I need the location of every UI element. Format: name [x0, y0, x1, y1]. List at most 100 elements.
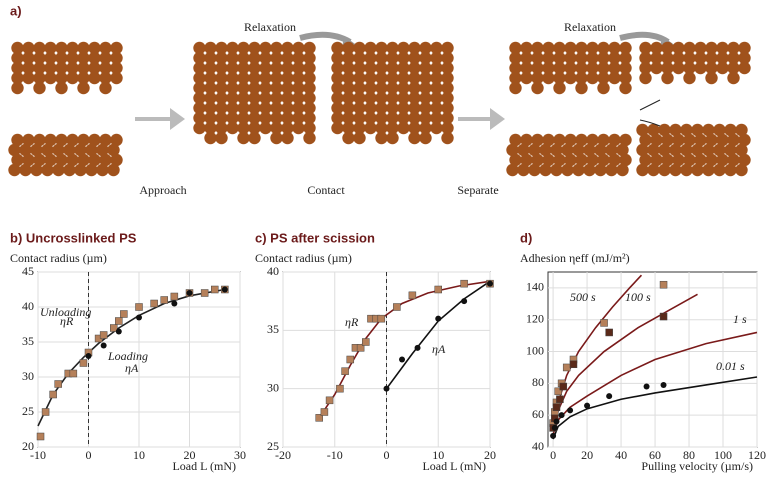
bead — [386, 81, 399, 95]
bead — [193, 101, 206, 115]
bead — [364, 111, 377, 125]
point — [200, 289, 209, 297]
bead — [531, 153, 544, 167]
bead — [270, 121, 283, 135]
bead — [99, 51, 112, 65]
bead — [408, 41, 421, 55]
y-tick-label: 40 — [22, 299, 34, 313]
bead — [99, 133, 112, 147]
bead — [292, 41, 305, 55]
bead — [353, 41, 366, 55]
point — [399, 356, 406, 363]
point — [41, 408, 50, 416]
bead — [639, 133, 652, 147]
bead — [11, 41, 24, 55]
bead — [419, 91, 432, 105]
bead — [397, 61, 410, 75]
bead — [672, 133, 685, 147]
bead — [506, 143, 519, 157]
bead — [605, 143, 618, 157]
bead — [594, 163, 607, 177]
bead — [110, 153, 123, 167]
bead — [669, 123, 682, 137]
bead — [30, 143, 43, 157]
bead — [520, 61, 533, 75]
bead — [193, 111, 206, 125]
arrow — [639, 99, 661, 111]
bead — [583, 163, 596, 177]
bead — [281, 111, 294, 125]
bead — [520, 51, 533, 65]
bead — [331, 51, 344, 65]
point — [393, 303, 401, 311]
x-tick-label: 20 — [484, 448, 496, 462]
bead — [661, 153, 674, 167]
bead — [639, 153, 652, 167]
bead — [259, 61, 272, 75]
bead — [575, 51, 588, 65]
bead — [586, 71, 599, 85]
bead — [694, 51, 707, 65]
bead — [397, 121, 410, 135]
bead — [204, 101, 217, 115]
bead — [63, 163, 76, 177]
bead — [44, 153, 57, 167]
bead — [738, 153, 751, 167]
y-tick-label: 40 — [267, 264, 279, 278]
point — [569, 360, 578, 369]
bead — [270, 81, 283, 95]
bead — [96, 163, 109, 177]
bead — [397, 81, 410, 95]
bead — [11, 133, 24, 147]
bead — [248, 51, 261, 65]
label: Contact — [307, 183, 345, 197]
bead — [353, 121, 366, 135]
bead — [331, 101, 344, 115]
bead — [74, 143, 87, 157]
bead — [419, 71, 432, 85]
bead — [408, 101, 421, 115]
bead — [342, 71, 355, 85]
bead — [661, 51, 674, 65]
bead — [99, 71, 112, 85]
bead — [650, 133, 663, 147]
bead — [509, 133, 522, 147]
bead — [8, 163, 21, 177]
bead — [683, 133, 696, 147]
bead — [364, 51, 377, 65]
bead — [430, 121, 443, 135]
annotation: ηA — [432, 342, 446, 356]
x-tick-label: 10 — [432, 448, 444, 462]
bead — [226, 121, 239, 135]
bead — [107, 163, 120, 177]
bead — [716, 41, 729, 55]
bead — [506, 163, 519, 177]
bead — [735, 123, 748, 137]
bead — [292, 61, 305, 75]
bead — [553, 153, 566, 167]
bead — [397, 101, 410, 115]
bead — [430, 71, 443, 85]
bead — [331, 111, 344, 125]
bead — [419, 111, 432, 125]
bead — [713, 123, 726, 137]
bead — [727, 153, 740, 167]
bead — [375, 51, 388, 65]
y-tick-label: 140 — [526, 280, 544, 294]
bead — [110, 133, 123, 147]
bead — [193, 121, 206, 135]
bead — [650, 41, 663, 55]
bead — [22, 61, 35, 75]
bead — [11, 153, 24, 167]
point — [659, 280, 668, 289]
y-tick-label: 100 — [526, 343, 544, 357]
bead — [270, 111, 283, 125]
bead — [520, 153, 533, 167]
point — [171, 300, 178, 307]
bead — [531, 61, 544, 75]
bead — [441, 111, 454, 125]
bead — [738, 133, 751, 147]
bead — [691, 123, 704, 137]
bead — [702, 163, 715, 177]
point — [320, 408, 329, 416]
